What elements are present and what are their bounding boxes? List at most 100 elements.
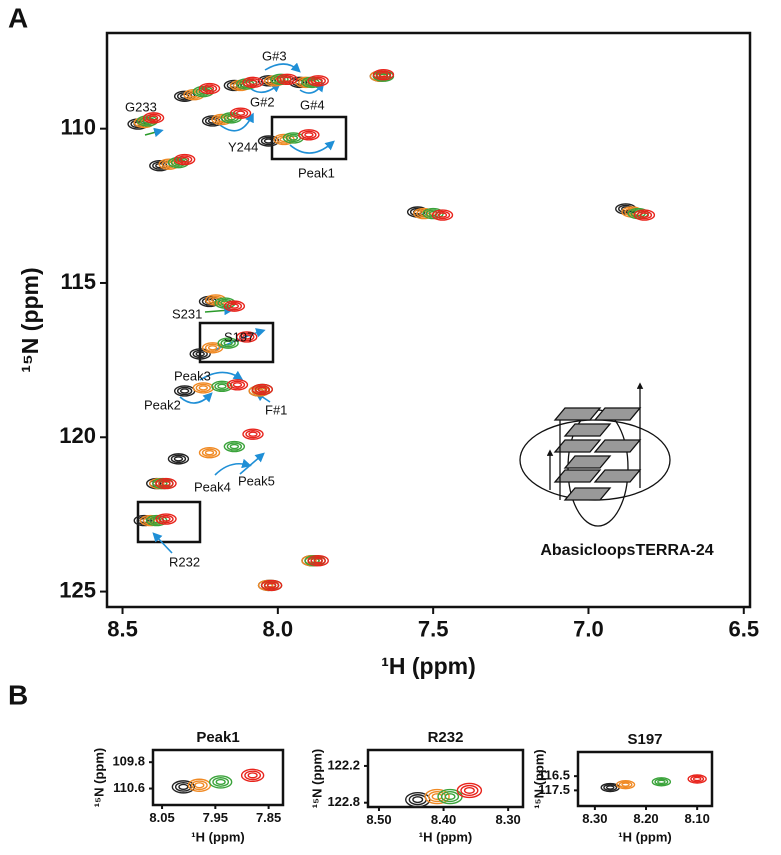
peak: [173, 153, 196, 166]
contour: [651, 777, 672, 787]
contour: [313, 78, 323, 84]
peak: [372, 68, 395, 81]
peak-label: R232: [169, 554, 200, 569]
contour: [195, 351, 205, 357]
y-tick-label: 120: [59, 423, 96, 448]
peak: [456, 782, 483, 799]
arrow: [219, 112, 254, 132]
contour: [176, 386, 193, 396]
x-tick-label: 8.30: [582, 811, 607, 826]
y-tick-label: 115: [61, 269, 97, 294]
peak-label: Peak4: [194, 479, 231, 494]
contour: [298, 129, 320, 141]
contour: [263, 581, 280, 590]
contour: [198, 82, 221, 95]
chart-title: Peak1: [196, 729, 239, 746]
arrow: [199, 370, 244, 381]
contour: [212, 777, 230, 787]
contour: [204, 343, 221, 352]
contour: [170, 454, 187, 464]
arrow: [152, 532, 173, 554]
contour: [251, 383, 274, 396]
peak: [651, 777, 672, 787]
x-tick-label: 8.50: [366, 812, 391, 827]
peak: [260, 579, 283, 592]
contour: [440, 790, 460, 803]
contour: [204, 449, 215, 456]
contour: [148, 115, 159, 121]
contour: [460, 784, 479, 797]
contour: [204, 85, 215, 92]
contour: [282, 76, 292, 82]
contour: [145, 113, 162, 123]
arrow: [249, 82, 281, 94]
peak-label: Y244: [228, 139, 258, 154]
contour: [307, 75, 329, 87]
peak: [240, 768, 265, 783]
contour: [208, 775, 233, 789]
peak-label: G#2: [250, 94, 275, 109]
peak: [242, 428, 264, 440]
x-tick-label: 7.85: [256, 810, 281, 825]
y-tick-label: 116.5: [538, 768, 570, 783]
quadruplex-schematic: [519, 382, 671, 527]
contour: [248, 431, 258, 437]
peak-label: Peak3: [174, 368, 211, 383]
tetrad: [593, 407, 642, 421]
peak-label: Peak2: [144, 397, 181, 412]
contour: [310, 556, 326, 565]
contour: [301, 130, 317, 140]
peak: [192, 382, 214, 394]
peak: [242, 76, 264, 89]
contour: [639, 212, 650, 218]
contour: [223, 340, 233, 346]
peak: [208, 775, 233, 789]
y-axis-label: ¹⁵N (ppm): [531, 749, 546, 809]
contour: [192, 349, 208, 359]
peak: [251, 383, 274, 396]
x-tick-label: 8.0: [263, 616, 294, 641]
contour: [690, 775, 705, 783]
contour: [636, 210, 653, 220]
x-tick-label: 8.20: [633, 811, 658, 826]
peak-label: S231: [172, 306, 202, 321]
contour: [187, 778, 212, 792]
plot-frame: [366, 748, 525, 809]
contour: [226, 442, 243, 451]
contour: [155, 477, 177, 490]
contour: [190, 780, 208, 791]
contour: [372, 68, 395, 81]
y-tick-label: 125: [59, 577, 96, 602]
plot-frame: [105, 31, 752, 609]
peak-label: G#4: [300, 97, 325, 112]
tetrad: [553, 407, 602, 421]
contour: [142, 112, 165, 124]
arrow: [239, 452, 265, 475]
peak: [236, 331, 258, 343]
contour: [412, 796, 424, 804]
contour: [276, 73, 298, 85]
contour: [226, 379, 249, 391]
contour: [236, 331, 258, 343]
peak: [633, 209, 656, 221]
peak-label: F#1: [265, 402, 287, 417]
shift-arrows: [144, 127, 234, 316]
peak: [201, 342, 224, 354]
contour: [201, 448, 218, 457]
contour: [431, 209, 454, 221]
contour: [192, 382, 214, 394]
peak: [142, 112, 165, 124]
schematic-label: AbasicloopsTERRA-24: [540, 542, 713, 559]
peak: [187, 778, 212, 792]
y-axis-label: ¹⁵N (ppm): [17, 267, 43, 372]
contour: [229, 107, 252, 119]
peak: [276, 73, 298, 85]
contour: [242, 428, 264, 440]
tetrad: [563, 455, 612, 469]
peak-label: S197: [224, 329, 254, 344]
peak: [615, 779, 636, 790]
contour: [618, 781, 633, 789]
contour: [176, 155, 193, 164]
panel-label: B: [8, 679, 28, 710]
peak: [198, 446, 221, 459]
